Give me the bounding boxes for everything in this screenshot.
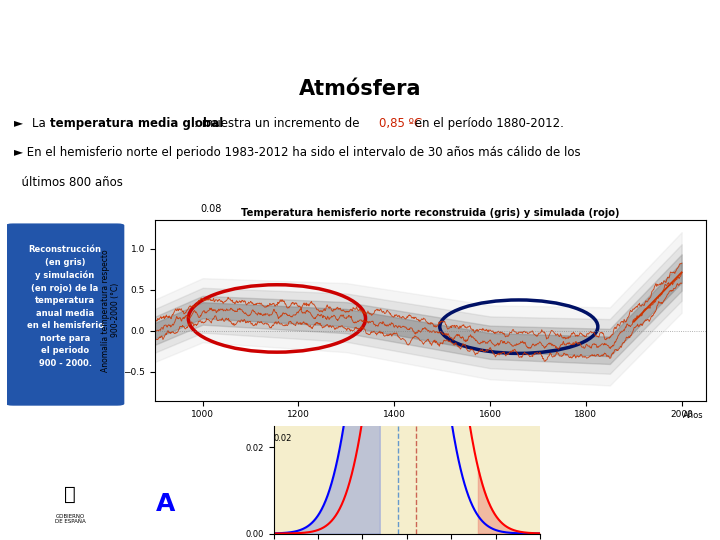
Text: AR5. Cambio Climático. Bases Físicas: AR5. Cambio Climático. Bases Físicas (112, 23, 608, 46)
Title: Temperatura hemisferio norte reconstruida (gris) y simulada (rojo): Temperatura hemisferio norte reconstruid… (241, 207, 619, 218)
Text: ►: ► (14, 117, 27, 130)
Text: últimos 800 años: últimos 800 años (14, 176, 123, 189)
Text: Reconstrucción
(en gris)
y simulación
(en rojo) de la
temperatura
anual media
en: Reconstrucción (en gris) y simulación (e… (27, 245, 104, 368)
Text: : muestra un incremento de: : muestra un incremento de (194, 117, 364, 130)
Text: 0,85 ºC: 0,85 ºC (379, 117, 423, 130)
Text: Atmósfera: Atmósfera (299, 78, 421, 99)
FancyBboxPatch shape (6, 224, 125, 406)
Text: ► En el hemisferio norte el periodo 1983-2012 ha sido el intervalo de 30 años má: ► En el hemisferio norte el periodo 1983… (14, 146, 581, 159)
Y-axis label: Anomalía temperatura respecto
900-2000 (°C): Anomalía temperatura respecto 900-2000 (… (101, 249, 120, 372)
Text: 🏛: 🏛 (64, 485, 76, 504)
Text: GOBIERNO
DE ESPAÑA: GOBIERNO DE ESPAÑA (55, 514, 86, 524)
Text: A: A (156, 491, 175, 516)
Text: La: La (32, 117, 50, 130)
Text: temperatura media global: temperatura media global (50, 117, 222, 130)
Text: 0.02: 0.02 (274, 434, 292, 443)
Text: en el período 1880-2012.: en el período 1880-2012. (411, 117, 564, 130)
Text: Años: Años (683, 410, 703, 420)
Text: 0.08: 0.08 (200, 204, 222, 214)
